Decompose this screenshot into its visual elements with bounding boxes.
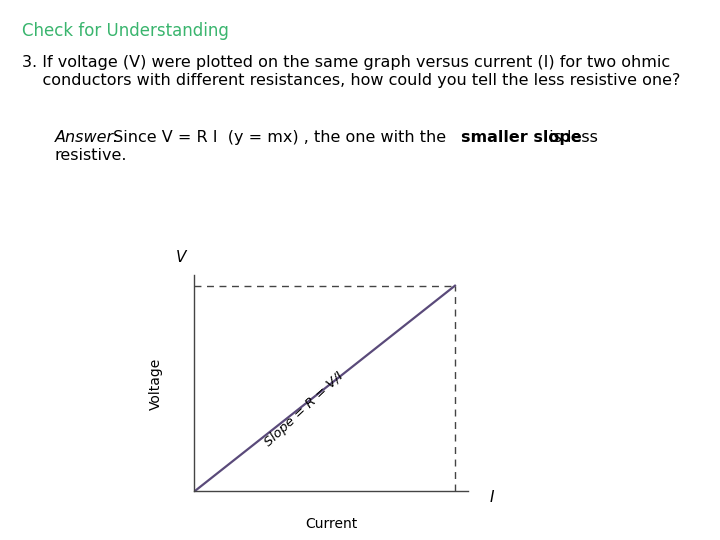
Text: resistive.: resistive. — [55, 148, 127, 163]
Text: smaller slope: smaller slope — [461, 130, 582, 145]
Text: Current: Current — [305, 517, 357, 531]
Text: Check for Understanding: Check for Understanding — [22, 22, 229, 40]
Text: Slope = R = V/I: Slope = R = V/I — [262, 369, 346, 449]
Text: is less: is less — [544, 130, 598, 145]
Text: Since V = R I  (y = mx) , the one with the: Since V = R I (y = mx) , the one with th… — [108, 130, 451, 145]
Text: conductors with different resistances, how could you tell the less resistive one: conductors with different resistances, h… — [22, 73, 680, 88]
Text: Voltage: Voltage — [149, 357, 163, 409]
Text: I: I — [490, 490, 495, 505]
Text: 3. If voltage (V) were plotted on the same graph versus current (I) for two ohmi: 3. If voltage (V) were plotted on the sa… — [22, 55, 670, 70]
Text: Answer:: Answer: — [55, 130, 120, 145]
Text: V: V — [176, 249, 186, 265]
